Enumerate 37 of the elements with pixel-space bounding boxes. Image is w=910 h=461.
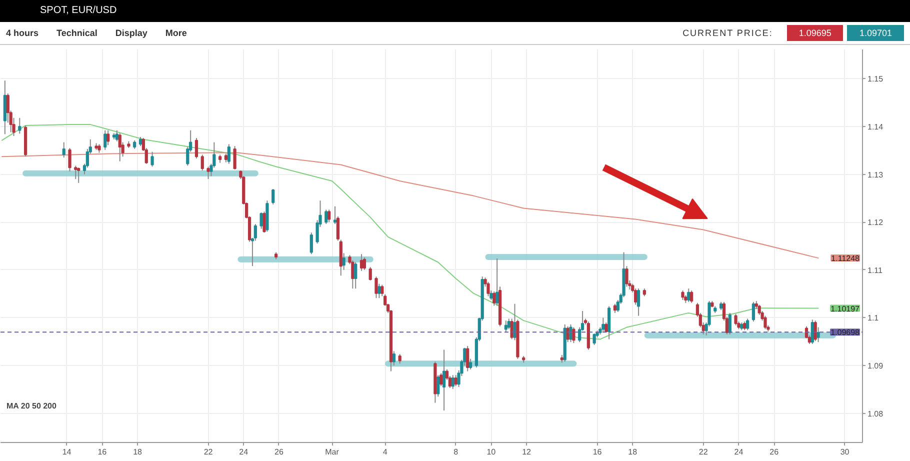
text: Technical: [56, 28, 98, 38]
data-label: 1.11248: [831, 254, 860, 264]
annotation: MA 20 50 200: [6, 402, 58, 410]
text: Display: [115, 28, 148, 38]
x-tick-label: 18: [133, 448, 143, 456]
y-tick-label: 1.14: [868, 122, 884, 132]
chart-title: SPOT, EUR/USD: [40, 5, 117, 16]
y-tick-label: 1.1: [868, 314, 880, 323]
text: CURRENT PRICE:: [682, 28, 773, 38]
text: 1.09701: [847, 25, 904, 41]
y-tick-label: 1.15: [868, 74, 884, 84]
x-tick-label: 22: [698, 448, 708, 456]
x-tick-label: 30: [840, 448, 850, 456]
x-tick-label: 18: [628, 448, 638, 456]
x-tick-label: 12: [522, 448, 532, 456]
x-tick-label: 16: [98, 448, 108, 456]
text: 1.09695: [786, 25, 844, 41]
x-tick-label: 22: [204, 448, 214, 456]
x-tick-label: 26: [770, 448, 780, 456]
y-tick-label: 1.11: [868, 266, 884, 275]
x-tick-label: Mar: [325, 448, 340, 456]
y-tick-label: 1.13: [868, 170, 884, 180]
data-label: 1.10197: [830, 304, 860, 314]
y-tick-label: 1.12: [868, 218, 884, 228]
x-tick-label: 14: [62, 448, 72, 456]
x-tick-label: 24: [239, 448, 249, 456]
text: More: [165, 28, 187, 38]
x-tick-label: 10: [486, 448, 496, 456]
text: 4 hours: [6, 28, 39, 38]
x-tick-label: 4: [382, 448, 388, 456]
x-tick-label: 8: [454, 448, 459, 456]
y-tick-label: 1.08: [868, 409, 884, 418]
y-tick-label: 1.09: [868, 362, 884, 371]
x-tick-label: 16: [592, 448, 602, 456]
x-tick-label: 26: [274, 448, 284, 456]
x-tick-label: 24: [734, 448, 744, 456]
ref-line-label: 1.09698: [830, 328, 860, 338]
